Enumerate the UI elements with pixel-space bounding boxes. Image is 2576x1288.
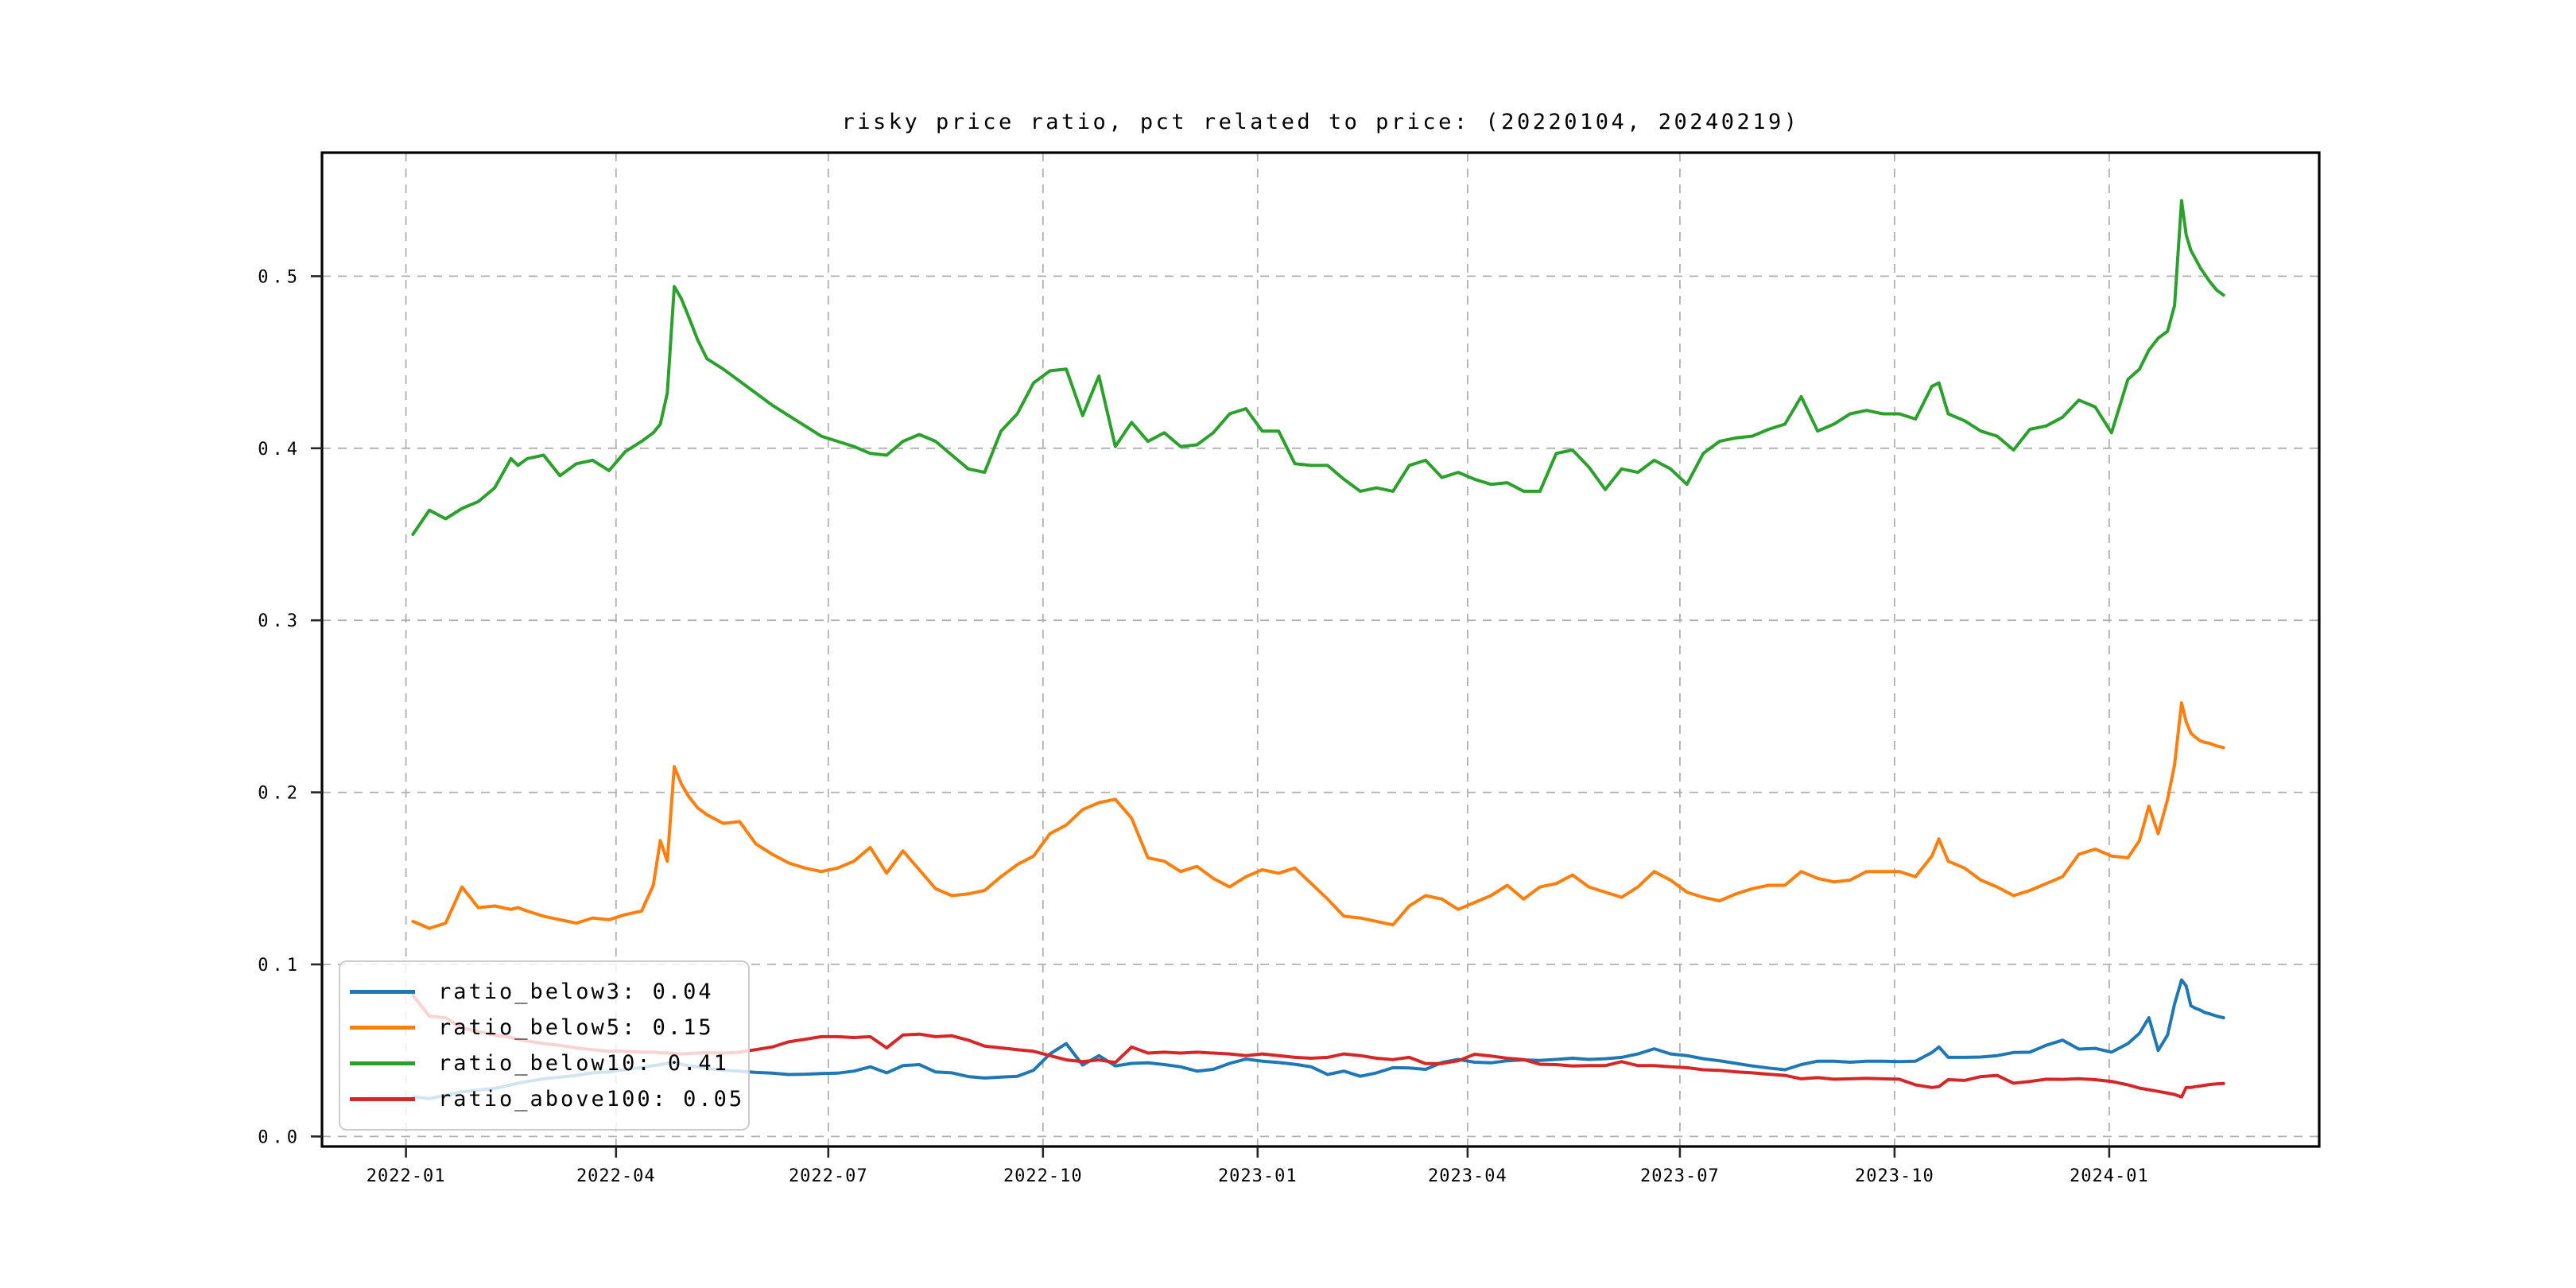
chart-title: risky price ratio, pct related to price:… (841, 110, 1800, 134)
legend-swatch-ratio_above100 (350, 1097, 415, 1101)
legend-label-ratio_below10: ratio_below10: 0.41 (438, 1051, 729, 1076)
legend-swatch-ratio_below5 (350, 1026, 415, 1030)
legend-label-ratio_below3: ratio_below3: 0.04 (438, 980, 714, 1004)
y-tick-label-0.1: 0.1 (258, 956, 301, 976)
legend-item-ratio_below3: ratio_below3: 0.04 (350, 980, 740, 1004)
x-tick-label-2023-07: 2023-07 (1640, 1166, 1720, 1186)
legend-swatch-ratio_below3 (350, 990, 415, 994)
y-tick-label-0.2: 0.2 (258, 784, 301, 804)
legend: ratio_below3: 0.04 ratio_below5: 0.15 ra… (339, 960, 750, 1131)
legend-swatch-ratio_below10 (350, 1061, 415, 1065)
y-tick-label-0.5: 0.5 (258, 267, 301, 287)
x-tick-label-2022-01: 2022-01 (367, 1166, 446, 1186)
legend-item-ratio_below5: ratio_below5: 0.15 (350, 1015, 740, 1040)
series-line-ratio_below5 (411, 701, 2225, 930)
y-tick-label-0.3: 0.3 (258, 611, 301, 631)
legend-label-ratio_below5: ratio_below5: 0.15 (438, 1015, 714, 1040)
series-line-ratio_below10 (411, 199, 2225, 536)
x-tick-label-2022-07: 2022-07 (789, 1166, 868, 1186)
x-tick-label-2023-01: 2023-01 (1218, 1166, 1298, 1186)
axis-ticks: 2022-01 2022-04 2022-07 2022-10 2023-01 2023-… (258, 267, 2149, 1186)
y-tick-label-0.4: 0.4 (258, 440, 301, 460)
legend-item-ratio_above100: ratio_above100: 0.05 (350, 1087, 742, 1111)
legend-item-ratio_below10: ratio_below10: 0.41 (350, 1051, 740, 1076)
x-tick-label-2022-04: 2022-04 (576, 1166, 656, 1186)
legend-label-ratio_above100: ratio_above100: 0.05 (438, 1087, 745, 1111)
x-tick-label-2023-04: 2023-04 (1428, 1166, 1507, 1186)
x-tick-label-2024-01: 2024-01 (2070, 1166, 2149, 1186)
x-tick-label-2023-10: 2023-10 (1855, 1166, 1934, 1186)
plot-border (320, 151, 2321, 1148)
gridlines (322, 153, 2319, 1146)
x-tick-label-2022-10: 2022-10 (1003, 1166, 1083, 1186)
y-tick-label-0.0: 0.0 (258, 1127, 301, 1147)
